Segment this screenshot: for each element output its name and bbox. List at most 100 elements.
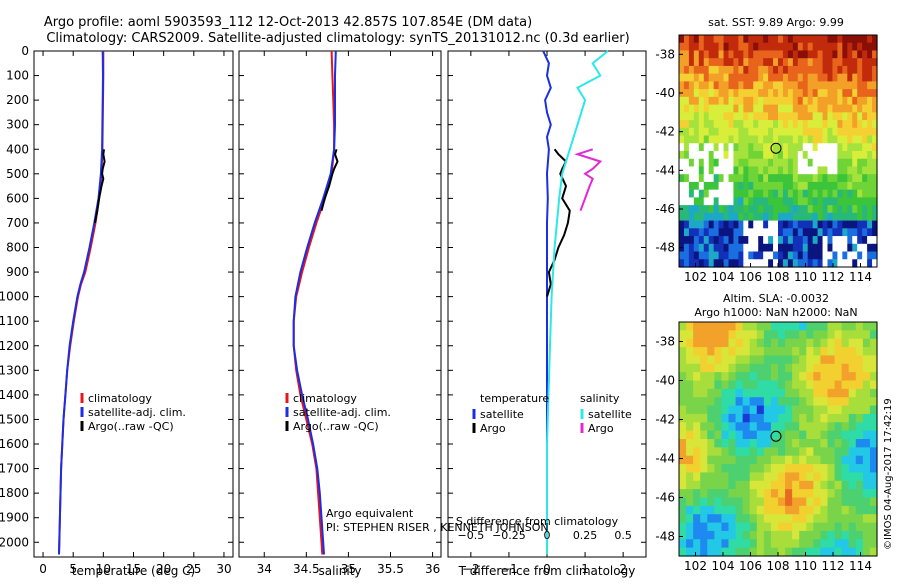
sla-cell bbox=[806, 422, 814, 432]
sst-cell bbox=[718, 189, 725, 198]
sla-cell bbox=[763, 430, 772, 440]
sst-cell bbox=[842, 166, 848, 175]
sst-cell bbox=[822, 236, 829, 245]
sst-cell bbox=[802, 251, 809, 260]
sla-cell bbox=[869, 455, 878, 465]
sst-cell bbox=[857, 42, 863, 52]
sla-cell bbox=[735, 464, 744, 474]
sst-cell bbox=[872, 58, 878, 67]
sst-cell bbox=[807, 243, 814, 253]
sla-cell bbox=[848, 413, 857, 423]
sst-cell bbox=[688, 65, 695, 75]
sst-cell bbox=[797, 73, 804, 82]
sst-cell bbox=[773, 120, 779, 129]
sst-cell bbox=[832, 135, 838, 144]
sst-cell bbox=[708, 35, 715, 44]
sst-cell bbox=[792, 174, 799, 183]
sst-cell bbox=[723, 220, 730, 229]
sla-cell bbox=[813, 405, 822, 415]
sst-cell bbox=[743, 166, 749, 175]
depth-tick-label: 1200 bbox=[0, 339, 29, 353]
sst-cell bbox=[872, 42, 878, 52]
sst-cell bbox=[827, 151, 834, 160]
sst-cell bbox=[852, 65, 858, 75]
sla-cell bbox=[770, 363, 779, 373]
sst-cell bbox=[768, 174, 774, 183]
sla-cell bbox=[700, 380, 708, 390]
sst-cell bbox=[723, 174, 730, 183]
sst-cell bbox=[743, 50, 749, 59]
sla-cell bbox=[834, 355, 843, 365]
sla-cell bbox=[862, 530, 871, 540]
sla-cell bbox=[763, 514, 772, 524]
sst-cell bbox=[768, 228, 774, 237]
sst-cell bbox=[758, 50, 764, 59]
sst-cell bbox=[817, 143, 824, 152]
sst-cell bbox=[797, 120, 804, 129]
sla-cell bbox=[806, 489, 814, 499]
sst-cell bbox=[748, 50, 754, 59]
sst-cell bbox=[703, 58, 710, 67]
sla-cell bbox=[820, 539, 829, 549]
sst-cell bbox=[787, 50, 794, 59]
sla-cell bbox=[742, 397, 751, 407]
sst-cell bbox=[837, 50, 843, 59]
sst-cell bbox=[703, 127, 710, 137]
argo-equivalent-label: Argo equivalent bbox=[326, 507, 414, 520]
sst-cell bbox=[733, 205, 739, 214]
sst-cell bbox=[763, 151, 769, 160]
sst-cell bbox=[822, 181, 829, 191]
sst-cell bbox=[787, 189, 794, 198]
sst-cell bbox=[857, 104, 863, 113]
sst-cell bbox=[837, 236, 843, 245]
sla-cell bbox=[763, 330, 772, 340]
sst-cell bbox=[683, 58, 690, 67]
sla-cell bbox=[728, 530, 737, 540]
sst-cell bbox=[778, 236, 784, 245]
sla-cell bbox=[855, 464, 864, 474]
sla-cell bbox=[721, 547, 730, 557]
sla-cell bbox=[841, 514, 850, 524]
sst-cell bbox=[857, 127, 863, 137]
sla-cell bbox=[799, 322, 807, 331]
salinity-xtick-label: 34 bbox=[257, 562, 272, 576]
sst-cell bbox=[758, 228, 764, 237]
sla-cell bbox=[749, 372, 758, 382]
sla-cell bbox=[792, 338, 800, 348]
sst-cell bbox=[693, 143, 700, 152]
sla-cell bbox=[749, 514, 758, 524]
sst-cell bbox=[862, 42, 868, 52]
sla-cell bbox=[855, 480, 864, 490]
sla-cell bbox=[806, 322, 814, 331]
sst-cell bbox=[679, 220, 685, 229]
sla-cell bbox=[770, 347, 779, 357]
sst-cell bbox=[847, 42, 853, 52]
sst-cell bbox=[738, 65, 744, 75]
sla-cell bbox=[742, 539, 751, 549]
sst-cell bbox=[688, 212, 695, 222]
sst-cell bbox=[718, 120, 725, 129]
sst-cell bbox=[832, 228, 838, 237]
sst-cell bbox=[867, 42, 873, 52]
sla-cell bbox=[778, 397, 786, 407]
sst-cell bbox=[763, 220, 769, 229]
sla-cell bbox=[756, 330, 765, 340]
sst-cell bbox=[693, 42, 700, 52]
sst-cell bbox=[693, 104, 700, 113]
sla-cell bbox=[742, 447, 751, 457]
sst-cell bbox=[787, 104, 794, 113]
sst-cell bbox=[852, 104, 858, 113]
sst-cell bbox=[832, 104, 838, 113]
sst-cell bbox=[713, 35, 720, 44]
sst-cell bbox=[802, 81, 809, 90]
sst-cell bbox=[693, 127, 700, 137]
sla-cell bbox=[700, 347, 708, 357]
sst-cell bbox=[782, 212, 789, 222]
sst-xtick-label: 106 bbox=[739, 270, 762, 284]
sst-cell bbox=[862, 212, 868, 222]
sst-cell bbox=[827, 243, 834, 253]
sst-cell bbox=[782, 127, 789, 137]
sst-cell bbox=[683, 212, 690, 222]
sla-cell bbox=[763, 472, 772, 482]
sst-cell bbox=[708, 65, 715, 75]
